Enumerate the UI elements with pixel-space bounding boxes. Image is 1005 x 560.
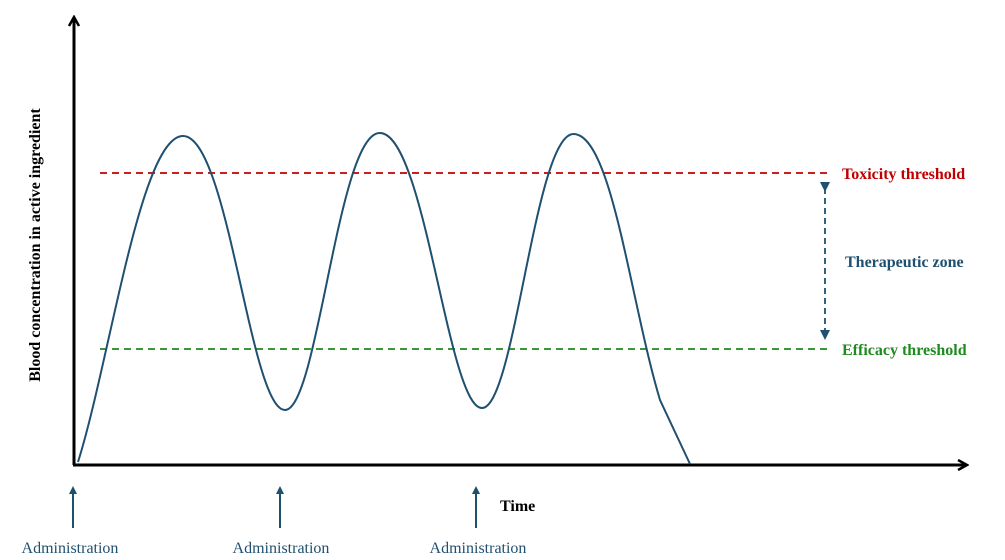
x-axis-label: Time	[500, 498, 535, 515]
therapeutic-zone-label: Therapeutic zone	[845, 254, 964, 271]
administration-label-3: Administration	[430, 540, 527, 557]
administration-label-1: Administration	[22, 540, 119, 557]
efficacy-threshold-label: Efficacy threshold	[842, 342, 967, 359]
concentration-curve	[77, 131, 691, 465]
toxicity-threshold-label: Toxicity threshold	[842, 166, 965, 183]
y-axis-label: Blood concentration in active ingredient	[27, 108, 44, 382]
administration-label-2: Administration	[233, 540, 330, 557]
